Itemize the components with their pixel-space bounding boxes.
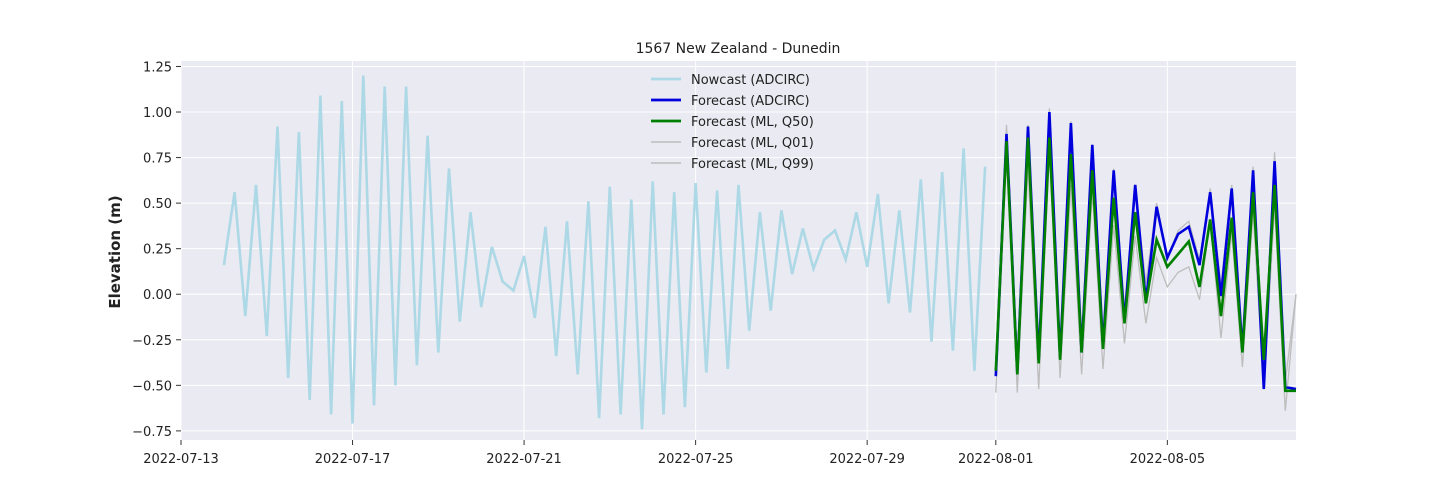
legend-label: Nowcast (ADCIRC) (691, 73, 810, 88)
x-tick-label: 2022-07-13 (143, 452, 219, 467)
x-tick-label: 2022-07-29 (829, 452, 905, 467)
y-tick-label: 1.00 (143, 106, 172, 121)
legend-label: Forecast (ML, Q50) (691, 115, 814, 130)
grid-lines (180, 61, 1296, 440)
legend-label: Forecast (ML, Q01) (691, 136, 814, 151)
x-axis-ticks: 2022-07-13 2022-07-17 2022-07-21 2022-07-25… (143, 440, 1205, 467)
y-tick-label: 0.50 (143, 197, 172, 212)
y-tick-label: 0.00 (143, 288, 172, 303)
legend-label: Forecast (ML, Q99) (691, 157, 814, 172)
x-tick-label: 2022-08-05 (1130, 452, 1206, 467)
data-series (222, 75, 1297, 430)
y-tick-label: −0.75 (132, 425, 172, 440)
x-tick-label: 2022-07-21 (486, 452, 562, 467)
x-tick-label: 2022-07-25 (658, 452, 734, 467)
legend-label: Forecast (ADCIRC) (691, 94, 810, 109)
x-tick-label: 2022-08-01 (958, 452, 1034, 467)
series-line-nowcast-adcirc (222, 75, 987, 430)
chart-legend: Nowcast (ADCIRC) Forecast (ADCIRC) Forecas… (651, 73, 814, 172)
y-tick-label: 1.25 (143, 60, 172, 75)
y-tick-label: 0.25 (143, 243, 172, 258)
y-tick-label: 0.75 (143, 152, 172, 167)
y-tick-label: −0.25 (132, 334, 172, 349)
chart-title: 1567 New Zealand - Dunedin (636, 41, 841, 57)
y-axis-label: Elevation (m) (106, 195, 124, 308)
y-axis-ticks: −0.75 −0.50 −0.25 0.00 0.25 0.50 0.75 1.00 1.25 (132, 60, 181, 440)
y-tick-label: −0.50 (132, 379, 172, 394)
x-tick-label: 2022-07-17 (315, 452, 391, 467)
series-line-forecast-ml-q50 (994, 137, 1296, 393)
